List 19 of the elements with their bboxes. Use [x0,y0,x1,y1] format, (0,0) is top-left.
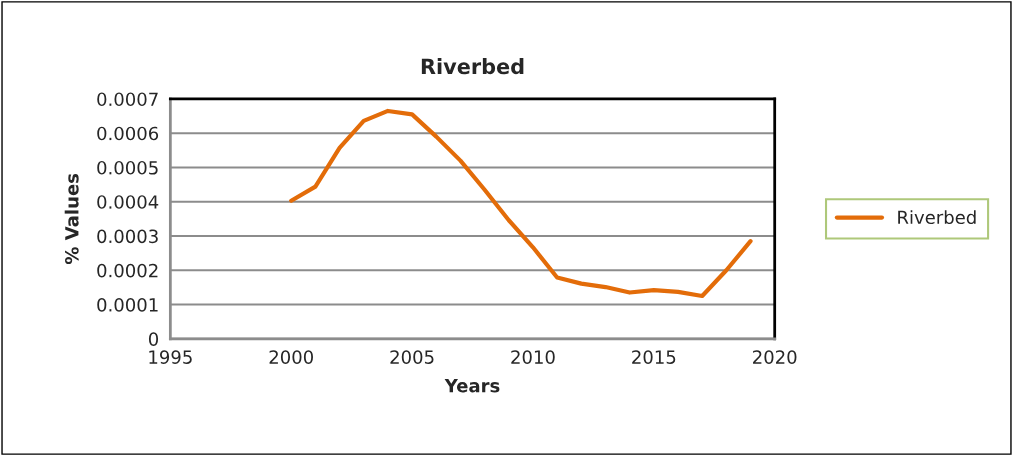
y-tick-label: 0 [148,332,159,346]
chart-title: Riverbed [421,58,524,75]
y-tick-label: 0.0003 [97,229,158,244]
line-series [289,108,753,299]
y-tick-label: 0.0004 [97,195,159,209]
x-tick-label: 2005 [390,350,434,364]
x-axis-title: Years [444,379,500,393]
y-tick-label: 0.0005 [97,160,158,175]
legend-label: Riverbed [898,210,976,225]
x-tick-label: 2020 [753,350,797,364]
y-tick-label: 0.0002 [97,263,158,278]
y-tick-label: 0.0006 [97,126,159,141]
x-tick-label: 1995 [149,350,192,364]
x-tick-label: 2010 [511,350,555,364]
y-axis-title: % Values [64,173,79,265]
y-tick-label: 0.0001 [97,298,158,312]
x-tick-label: 2015 [632,350,676,364]
y-tick-label: 0.0007 [97,92,158,107]
x-tick-label: 2000 [269,350,313,364]
